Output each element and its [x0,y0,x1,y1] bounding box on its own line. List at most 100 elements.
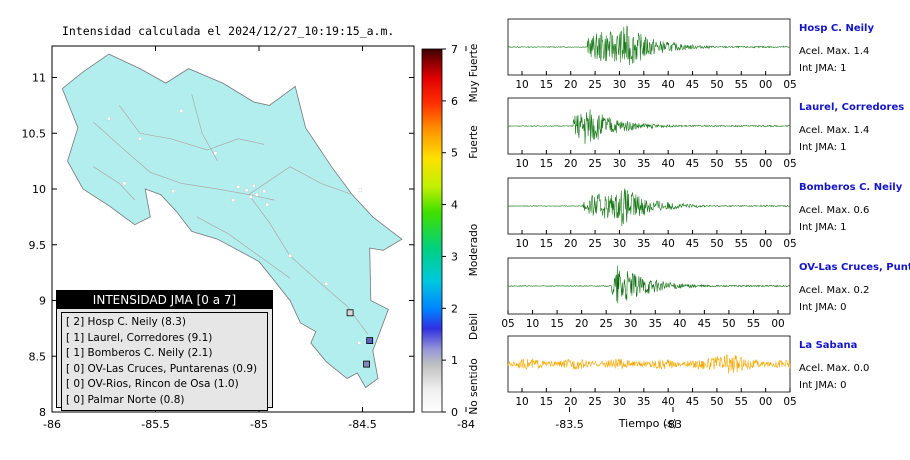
waveform-trace [507,25,791,66]
time-tick-label: 50 [710,79,723,91]
time-tick-label: 35 [649,318,662,330]
town-marker [236,185,240,189]
town-marker [171,189,175,193]
y-tick-label: 8 [39,406,46,419]
time-tick-label: 50 [722,318,735,330]
intensity-legend: INTENSIDAD JMA [0 a 7] [ 2] Hosp C. Neil… [56,290,273,411]
time-tick-label: 05 [783,396,796,408]
time-tick-label: 35 [637,158,650,170]
waveform-trace [507,265,791,304]
y-tick-label: 9.5 [29,239,47,252]
colorbar-gradient [421,48,443,413]
time-tick-label: 05 [783,158,796,170]
time-tick-label: 40 [661,158,674,170]
time-tick-label: 35 [637,238,650,250]
time-tick-label: 30 [613,158,626,170]
town-marker [262,189,266,193]
x-tick-label: -85 [250,418,268,431]
time-tick-label: 30 [613,79,626,91]
acceleration-max: Acel. Max. 1.4 [799,125,870,136]
waveform-panels: 10 15 20 25 30 35 40 45 50 55 00 05 10 15 20 25 30 35 40 45… [501,18,797,430]
time-tick-label: 05 [783,238,796,250]
land-polygon [61,53,403,389]
town-marker [231,198,235,202]
station-markers [346,309,374,368]
legend-item: [ 2] Hosp C. Neily (8.3) [66,316,186,328]
time-tick-label: 00 [759,158,772,170]
map-title: Intensidad calculada el 2024/12/27_10:19… [62,24,395,38]
x-tick-label: -83 [664,418,682,431]
legend-item: [ 1] Laurel, Corredores (9.1) [66,331,213,344]
station-marker [363,360,371,368]
town-marker [357,341,362,345]
time-tick-label: 25 [588,396,601,408]
time-tick-label: 00 [759,238,772,250]
time-tick-label: 55 [735,158,748,170]
time-tick-label: 25 [599,318,612,330]
time-tick-label: 15 [550,318,563,330]
time-tick-label: 45 [686,79,699,91]
y-tick-label: 9 [39,295,46,308]
colorbar-tick-label: 4 [451,199,458,212]
colorbar-tick-label: 2 [451,302,458,315]
town-marker [324,282,328,286]
time-tick-label: 15 [540,238,553,250]
costa-rica-landmass [61,53,403,389]
time-tick-label: 15 [540,158,553,170]
time-axis-label: Tiempo (s) [618,417,677,430]
station-marker [346,309,354,317]
time-tick-label: 45 [686,238,699,250]
time-tick-label: 55 [735,79,748,91]
colorbar-category-label: Muy Fuerte [468,44,480,103]
acceleration-max: Acel. Max. 0.2 [799,285,870,296]
colorbar-tick-label: 3 [451,250,458,263]
jma-intensity: Int JMA: 1 [799,222,847,233]
legend-title: INTENSIDAD JMA [0 a 7] [57,291,272,309]
town-marker [288,254,292,258]
colorbar-category-label: Fuerte [468,125,480,158]
time-tick-label: 10 [515,158,528,170]
time-tick-label: 20 [564,238,577,250]
station-name: La Sabana [799,340,858,351]
jma-intensity: Int JMA: 1 [799,63,847,74]
time-tick-label: 10 [515,79,528,91]
road-line [248,166,353,195]
time-tick-label: 00 [759,396,772,408]
x-tick-label: -83.5 [555,418,583,431]
waveform-trace [507,353,791,374]
town-marker [179,109,184,113]
road-line [119,105,265,151]
station-name: Bomberos C. Neily [799,182,903,193]
town-marker [265,202,269,207]
colorbar-tick-label: 1 [451,354,458,367]
map-axis-ticks: -86 -85.5 -85 -84.5 -84 -83.5 -831110.5109.598… [22,46,682,431]
legend-item: [ 0] OV-Rios, Rincon de Osa (1.0) [66,378,239,390]
colorbar-tick-label: 5 [451,147,458,160]
x-tick-label: -84 [457,418,475,431]
town-marker [122,181,127,186]
colorbar-tick-label: 6 [451,95,458,108]
time-tick-label: 20 [564,158,577,170]
town-marker [255,192,259,197]
time-tick-label: 00 [759,79,772,91]
time-tick-label: 15 [540,396,553,408]
colorbar-category-label: Moderado [468,224,480,276]
road-line [191,94,218,162]
time-tick-label: 20 [564,396,577,408]
x-tick-label: -84.5 [348,418,376,431]
y-tick-label: 8.5 [29,350,47,363]
waveform-trace [508,109,791,145]
time-tick-label: 40 [661,396,674,408]
time-tick-label: 25 [588,238,601,250]
time-tick-label: 10 [526,318,539,330]
colorbar: 0 1 2 3 4 5 6 7 No sentido Debil Moderado Fuerte Muy… [421,43,480,419]
y-tick-label: 11 [32,72,46,85]
time-tick-label: 50 [710,158,723,170]
time-tick-label: 10 [515,396,528,408]
time-tick-label: 05 [501,318,514,330]
town-marker [244,188,249,192]
time-tick-label: 20 [575,318,588,330]
time-tick-label: 50 [710,396,723,408]
town-marker [249,195,253,199]
